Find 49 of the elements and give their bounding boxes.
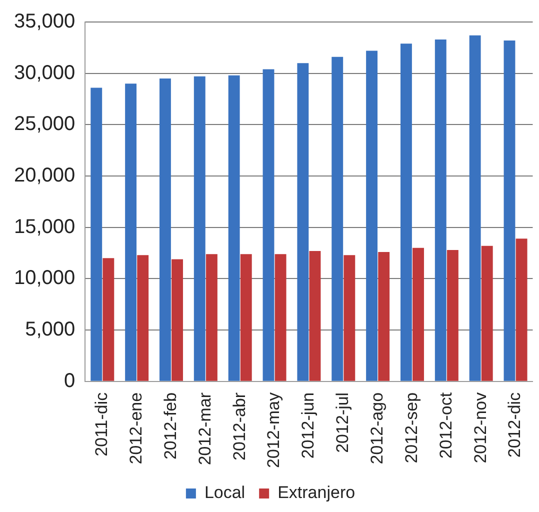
bar bbox=[516, 238, 528, 381]
bar bbox=[194, 76, 206, 381]
x-tick-label: 2012-ago bbox=[368, 392, 386, 464]
legend-label: Extranjero bbox=[278, 483, 356, 502]
x-tick-label: 2012-jun bbox=[298, 392, 318, 459]
bar bbox=[366, 50, 378, 381]
y-tick-label: 35,000 bbox=[14, 10, 76, 33]
x-tick-label: 2012-may bbox=[264, 392, 284, 468]
bar bbox=[469, 35, 481, 381]
y-tick-label: 15,000 bbox=[14, 216, 76, 238]
bar bbox=[344, 255, 356, 381]
x-tick-label: 2011-dic bbox=[92, 392, 112, 456]
y-tick-label: 25,000 bbox=[14, 113, 76, 136]
x-tick-label: 2012-feb bbox=[160, 392, 180, 460]
y-tick-label: 10,000 bbox=[14, 267, 76, 290]
y-tick-label: 0 bbox=[64, 370, 76, 392]
x-tick-label: 2012-nov bbox=[470, 392, 490, 464]
y-tick-label: 30,000 bbox=[14, 62, 76, 84]
bar bbox=[378, 252, 390, 381]
bar bbox=[309, 250, 321, 381]
bar bbox=[332, 56, 344, 381]
x-tick-label: 2012-jul bbox=[333, 392, 352, 453]
y-tick-label: 20,000 bbox=[14, 164, 76, 187]
bar bbox=[412, 248, 424, 381]
x-tick-label: 2012-sep bbox=[402, 392, 421, 464]
legend-label: Local bbox=[204, 483, 246, 502]
bar bbox=[274, 254, 286, 381]
bar bbox=[206, 254, 218, 381]
bar bbox=[240, 254, 252, 381]
x-tick-label: 2012-dic bbox=[505, 392, 524, 458]
x-tick-label: 2012-oct bbox=[436, 392, 456, 459]
bar bbox=[446, 250, 458, 381]
bar bbox=[90, 88, 102, 381]
bar bbox=[297, 63, 309, 381]
x-tick-label: 2012-abr bbox=[230, 392, 249, 460]
bar bbox=[481, 246, 493, 381]
bar bbox=[434, 39, 446, 381]
bar bbox=[159, 78, 171, 381]
bar bbox=[102, 258, 114, 381]
bar bbox=[125, 84, 137, 381]
bar bbox=[504, 40, 516, 381]
bar bbox=[400, 44, 412, 381]
bar bbox=[172, 259, 183, 381]
bar bbox=[262, 69, 274, 381]
bar bbox=[137, 255, 149, 381]
x-tick-label: 2012-mar bbox=[195, 392, 214, 466]
x-tick-label: 2012-ene bbox=[126, 392, 146, 464]
bar bbox=[228, 75, 240, 381]
y-tick-label: 5,000 bbox=[25, 318, 76, 341]
